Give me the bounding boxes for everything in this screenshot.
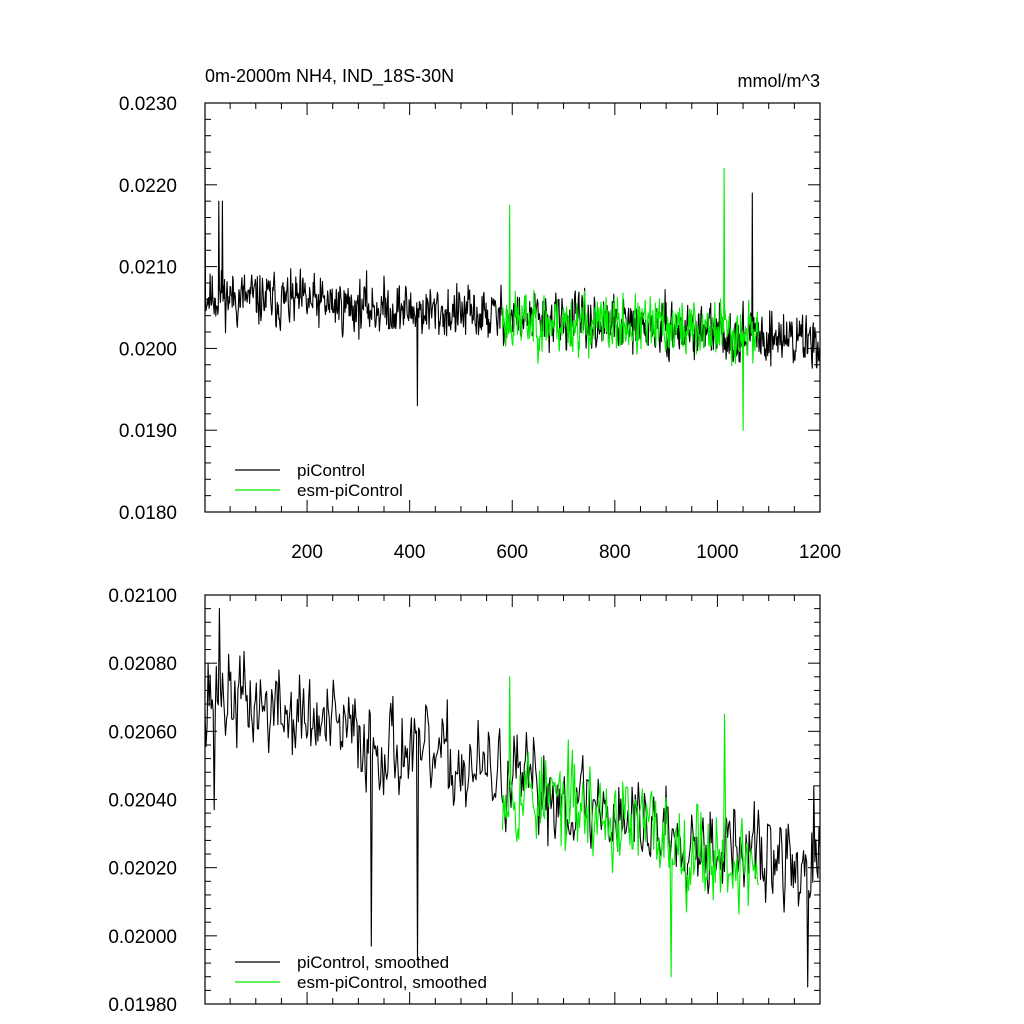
y-tick-label: 0.0210: [119, 258, 177, 279]
bottom-plot-frame: [204, 594, 821, 1005]
bottom-legend: piControl, smoothed esm-piControl, smoot…: [235, 953, 487, 992]
top-legend: piControl esm-piControl: [235, 461, 403, 500]
y-tick-label: 0.0180: [119, 503, 177, 524]
bottom-axis-ticks: 0.01980 0.02000 0.02020 0.02040 0.02060 0.020…: [108, 586, 821, 1016]
y-tick-label: 0.0230: [119, 94, 177, 115]
x-tick-label: 1200: [799, 542, 841, 563]
bottom-series-layer: [204, 608, 821, 988]
top-panel: 0m-2000m NH4, IND_18S-30N mmol/m^3 0.018…: [119, 66, 841, 563]
series-line-esm-picontrol-smoothed: [501, 676, 759, 978]
y-tick-label: 0.02080: [108, 654, 177, 675]
x-tick-label: 600: [496, 542, 528, 563]
legend-label-esm-picontrol-smoothed: esm-piControl, smoothed: [297, 973, 487, 992]
y-tick-label: 0.01980: [108, 995, 177, 1016]
y-tick-label: 0.02060: [108, 722, 177, 743]
x-tick-label: 800: [599, 542, 631, 563]
x-tick-label: 1000: [696, 542, 738, 563]
x-tick-label: 200: [291, 542, 323, 563]
series-line-picontrol-smoothed: [204, 608, 821, 988]
series-line-esm-picontrol: [501, 167, 759, 431]
legend-label-esm-picontrol: esm-piControl: [297, 481, 403, 500]
y-tick-label: 0.02100: [108, 586, 177, 607]
series-line-picontrol: [204, 168, 821, 407]
legend-label-picontrol-smoothed: piControl, smoothed: [297, 953, 449, 972]
legend-label-picontrol: piControl: [297, 461, 365, 480]
y-tick-label: 0.0200: [119, 339, 177, 360]
top-series-layer: [204, 167, 821, 431]
top-plot-frame: [204, 102, 821, 513]
x-tick-label: 400: [394, 542, 426, 563]
y-tick-label: 0.02040: [108, 791, 177, 812]
y-tick-label: 0.0220: [119, 176, 177, 197]
top-axis-ticks: 0.0180 0.0190 0.0200 0.0210 0.0220 0.0230 200 4…: [119, 94, 841, 563]
y-tick-label: 0.02020: [108, 859, 177, 880]
y-tick-label: 0.02000: [108, 927, 177, 948]
units-label: mmol/m^3: [738, 71, 820, 91]
bottom-panel: 0.01980 0.02000 0.02020 0.02040 0.02060 0.020…: [108, 586, 821, 1016]
y-tick-label: 0.0190: [119, 421, 177, 442]
chart-title: 0m-2000m NH4, IND_18S-30N: [205, 66, 454, 87]
